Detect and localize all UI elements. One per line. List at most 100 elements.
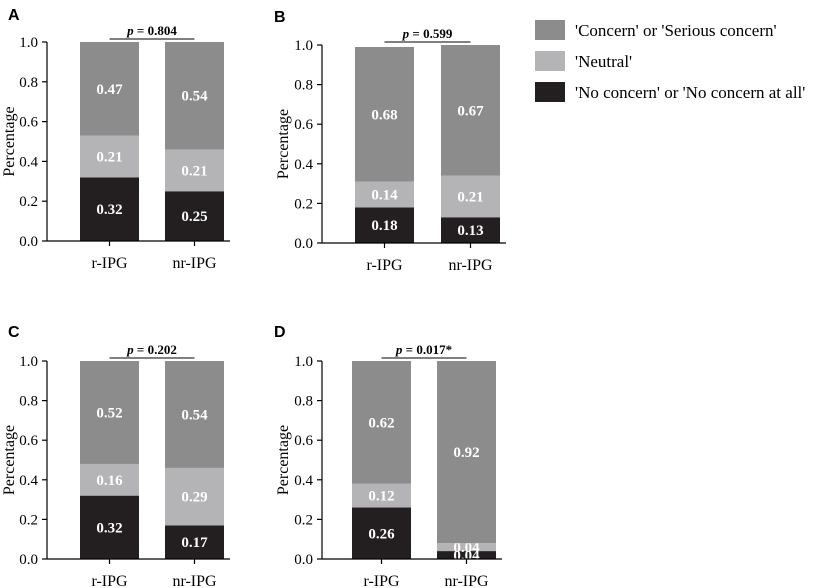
legend-label-no-concern: 'No concern' or 'No concern at all' [575, 83, 805, 102]
data-label-concern: 0.68 [371, 107, 397, 123]
bar-segment-neutral [165, 467, 224, 526]
data-label-no-concern: 0.32 [96, 202, 122, 218]
panel-letter: A [8, 7, 20, 24]
bar-segment-neutral [80, 135, 139, 178]
data-label-neutral: 0.21 [96, 149, 122, 165]
data-label-no-concern: 0.17 [181, 535, 208, 551]
bar-segment-no-concern [80, 495, 139, 559]
bar-segment-neutral [355, 181, 414, 208]
legend-swatch-no-concern [535, 82, 565, 102]
y-tick-label: 1.0 [19, 35, 38, 51]
y-tick-label: 0.8 [19, 394, 38, 410]
p-value-label: p = 0.804 [126, 23, 177, 38]
y-tick-label: 0.6 [294, 433, 313, 449]
p-value-label: p = 0.202 [126, 342, 177, 357]
x-tick-label: nr-IPG [448, 257, 493, 274]
bar-segment-neutral [352, 483, 411, 508]
data-label-concern: 0.54 [181, 407, 208, 423]
x-tick-label: nr-IPG [172, 573, 217, 588]
bar-segment-no-concern [441, 217, 500, 243]
bar-segment-concern [165, 42, 224, 150]
y-tick-label: 0.0 [19, 552, 38, 568]
y-tick-label: 0.8 [294, 78, 313, 94]
panel-letter: D [274, 324, 286, 341]
bar-segment-concern [437, 361, 496, 544]
bar-segment-no-concern [165, 525, 224, 559]
data-label-neutral: 0.21 [457, 189, 483, 205]
legend-label-neutral: 'Neutral' [575, 52, 632, 71]
data-label-concern: 0.52 [96, 405, 122, 421]
y-tick-label: 1.0 [294, 354, 313, 370]
legend-swatch-concern [535, 20, 565, 40]
bar-segment-concern [441, 45, 500, 176]
legend-swatch-neutral [535, 51, 565, 71]
y-tick-label: 0.8 [294, 394, 313, 410]
data-label-neutral: 0.14 [371, 187, 398, 203]
bar-segment-concern [355, 46, 414, 182]
bar-segment-neutral [437, 543, 496, 552]
y-axis-label: Percentage [1, 425, 18, 495]
y-tick-label: 0.6 [19, 115, 38, 131]
panel-letter: B [274, 9, 286, 26]
data-label-neutral: 0.04 [453, 540, 480, 556]
data-label-no-concern: 0.26 [368, 526, 395, 542]
y-tick-label: 0.4 [294, 473, 313, 489]
x-tick-label: r-IPG [363, 573, 400, 588]
data-label-neutral: 0.29 [181, 490, 207, 506]
data-label-concern: 0.47 [96, 82, 123, 98]
bar-segment-no-concern [437, 551, 496, 559]
legend-label-concern: 'Concern' or 'Serious concern' [575, 21, 777, 40]
bar-segment-no-concern [352, 507, 411, 559]
bar-segment-no-concern [165, 191, 224, 241]
data-label-concern: 0.54 [181, 89, 208, 105]
y-axis-label: Percentage [275, 109, 292, 179]
bar-segment-concern [165, 361, 224, 468]
data-label-no-concern: 0.04 [453, 548, 480, 564]
bar-segment-concern [80, 361, 139, 464]
x-tick-label: r-IPG [91, 573, 128, 588]
panel-c: C 0.0 0.2 0.4 0.6 0.8 1.0 Percentage 0.32 0.16 0.5… [1, 324, 230, 588]
y-tick-label: 0.2 [19, 194, 38, 210]
y-tick-label: 0.4 [19, 473, 38, 489]
bar-segment-no-concern [80, 177, 139, 241]
y-tick-label: 1.0 [19, 354, 38, 370]
y-tick-label: 0.6 [294, 117, 313, 133]
panel-b: B 0.0 0.2 0.4 0.6 0.8 1.0 Percentage 0.18 0.14 0.6… [274, 9, 506, 274]
y-tick-label: 0.8 [19, 75, 38, 91]
p-value-label: p = 0.599 [402, 26, 453, 41]
bar-segment-no-concern [355, 207, 414, 243]
data-label-neutral: 0.21 [181, 163, 207, 179]
x-tick-label: nr-IPG [172, 255, 217, 272]
panel-letter: C [8, 324, 20, 341]
data-label-neutral: 0.16 [96, 473, 123, 489]
panel-d: D 0.0 0.2 0.4 0.6 0.8 1.0 Percentage 0.26 0.12 0.6… [274, 324, 502, 588]
bar-segment-concern [352, 361, 411, 484]
data-label-no-concern: 0.18 [371, 218, 397, 234]
data-label-no-concern: 0.25 [181, 209, 207, 225]
bar-segment-neutral [80, 463, 139, 496]
data-label-neutral: 0.12 [368, 489, 394, 505]
y-axis-label: Percentage [275, 425, 292, 495]
y-tick-label: 1.0 [294, 38, 313, 54]
bar-segment-concern [80, 42, 139, 136]
y-tick-label: 0.0 [294, 236, 313, 252]
y-tick-label: 0.0 [294, 552, 313, 568]
y-tick-label: 0.2 [294, 512, 313, 528]
y-tick-label: 0.4 [19, 154, 38, 170]
y-tick-label: 0.0 [19, 234, 38, 250]
bar-segment-neutral [441, 175, 500, 218]
data-label-concern: 0.67 [457, 103, 484, 119]
legend: 'Concern' or 'Serious concern' 'Neutral'… [535, 20, 805, 102]
y-tick-label: 0.2 [294, 196, 313, 212]
panel-a: A 0.0 0.2 0.4 0.6 0.8 1.0 Percentage 0.32 0.21 0.4… [1, 7, 230, 272]
data-label-no-concern: 0.13 [457, 223, 483, 239]
bar-segment-neutral [165, 149, 224, 192]
y-tick-label: 0.4 [294, 157, 313, 173]
x-tick-label: r-IPG [366, 257, 403, 274]
y-tick-label: 0.6 [19, 433, 38, 449]
data-label-concern: 0.62 [368, 415, 394, 431]
y-axis-label: Percentage [1, 106, 18, 176]
data-label-concern: 0.92 [453, 445, 479, 461]
x-tick-label: r-IPG [91, 255, 128, 272]
